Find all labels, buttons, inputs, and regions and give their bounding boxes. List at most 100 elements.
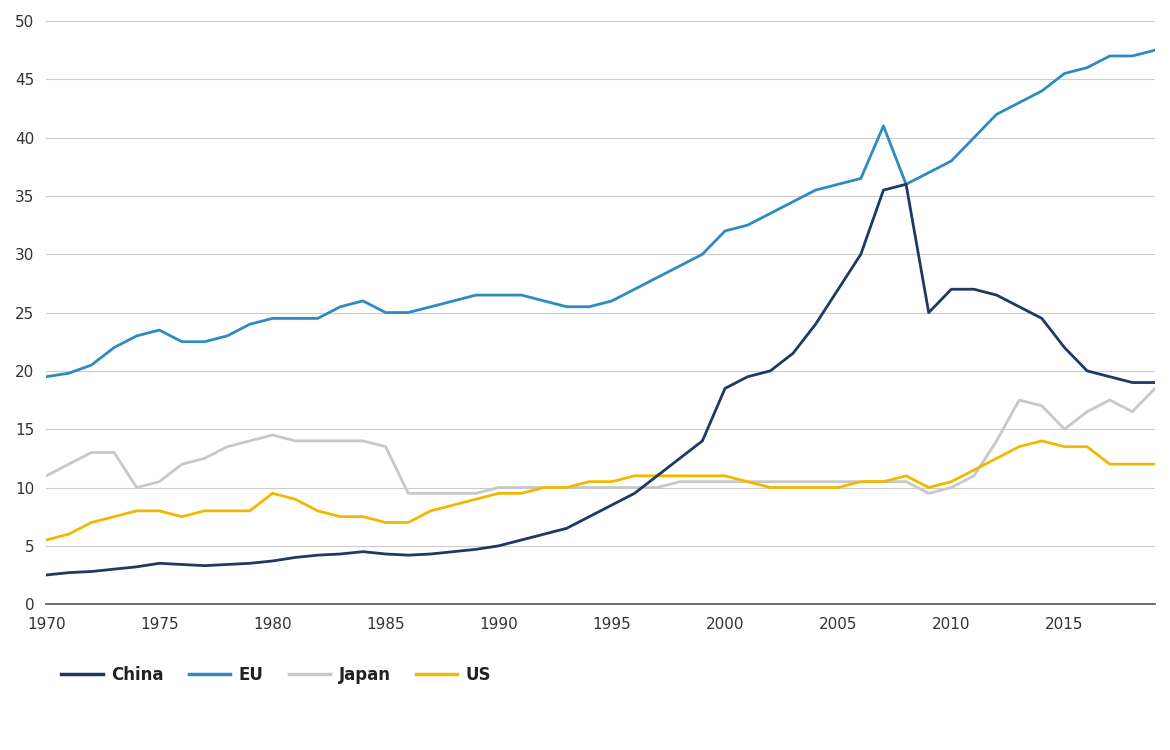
China <box>356 548 370 556</box>
US <box>899 471 913 480</box>
Japan <box>106 448 121 457</box>
US <box>424 506 438 515</box>
US <box>651 471 665 480</box>
China <box>198 561 212 570</box>
EU <box>311 314 325 323</box>
China <box>1058 343 1072 352</box>
US <box>990 454 1004 463</box>
US <box>84 518 98 527</box>
US <box>266 489 280 498</box>
Japan <box>1102 395 1116 404</box>
EU <box>1058 69 1072 78</box>
China <box>62 568 76 578</box>
Japan <box>583 483 597 492</box>
China <box>763 367 777 376</box>
EU <box>515 290 529 299</box>
US <box>1080 442 1094 452</box>
EU <box>130 332 144 340</box>
EU <box>1012 98 1026 107</box>
US <box>220 506 234 515</box>
EU <box>176 338 190 346</box>
Line: China: China <box>46 184 1155 575</box>
US <box>401 518 415 527</box>
Japan <box>288 436 302 445</box>
US <box>741 477 755 486</box>
China <box>401 550 415 560</box>
Japan <box>1034 401 1048 410</box>
Japan <box>559 483 573 492</box>
China <box>695 436 709 445</box>
Japan <box>763 477 777 486</box>
EU <box>62 369 76 378</box>
Japan <box>673 477 687 486</box>
Japan <box>515 483 529 492</box>
EU <box>627 285 641 294</box>
Japan <box>786 477 800 486</box>
China <box>808 320 823 328</box>
Japan <box>424 489 438 498</box>
Japan <box>356 436 370 445</box>
US <box>944 477 958 486</box>
EU <box>469 290 483 299</box>
EU <box>401 308 415 317</box>
US <box>695 471 709 480</box>
China <box>106 565 121 574</box>
EU <box>831 180 845 189</box>
EU <box>944 157 958 166</box>
US <box>1102 460 1116 469</box>
EU <box>379 308 393 317</box>
Japan <box>130 483 144 492</box>
US <box>763 483 777 492</box>
EU <box>424 302 438 311</box>
China <box>559 524 573 532</box>
China <box>379 550 393 559</box>
US <box>808 483 823 492</box>
China <box>84 567 98 576</box>
Japan <box>922 489 936 498</box>
US <box>1058 442 1072 452</box>
Japan <box>718 477 732 486</box>
China <box>1148 378 1162 387</box>
China <box>491 542 505 550</box>
US <box>718 471 732 480</box>
Japan <box>243 436 257 445</box>
US <box>356 512 370 521</box>
Japan <box>266 430 280 439</box>
US <box>198 506 212 515</box>
China <box>627 489 641 498</box>
China <box>718 384 732 393</box>
China <box>651 471 665 480</box>
China <box>288 553 302 562</box>
China <box>673 454 687 463</box>
China <box>944 285 958 294</box>
Japan <box>469 489 483 498</box>
EU <box>1126 52 1140 61</box>
China <box>1012 302 1026 311</box>
EU <box>786 197 800 206</box>
China <box>605 500 619 509</box>
China <box>966 285 980 294</box>
Japan <box>808 477 823 486</box>
EU <box>1080 63 1094 72</box>
EU <box>356 296 370 305</box>
Japan <box>1080 407 1094 416</box>
US <box>1148 460 1162 469</box>
US <box>106 512 121 521</box>
China <box>583 512 597 521</box>
Japan <box>152 477 166 486</box>
Japan <box>1012 395 1026 404</box>
China <box>990 290 1004 299</box>
US <box>854 477 868 486</box>
US <box>1034 436 1048 445</box>
Line: US: US <box>46 441 1155 540</box>
US <box>605 477 619 486</box>
US <box>966 466 980 475</box>
China <box>1034 314 1048 323</box>
EU <box>808 185 823 194</box>
EU <box>447 296 461 305</box>
US <box>1126 460 1140 469</box>
EU <box>605 296 619 305</box>
China <box>515 536 529 544</box>
Japan <box>831 477 845 486</box>
EU <box>922 168 936 177</box>
